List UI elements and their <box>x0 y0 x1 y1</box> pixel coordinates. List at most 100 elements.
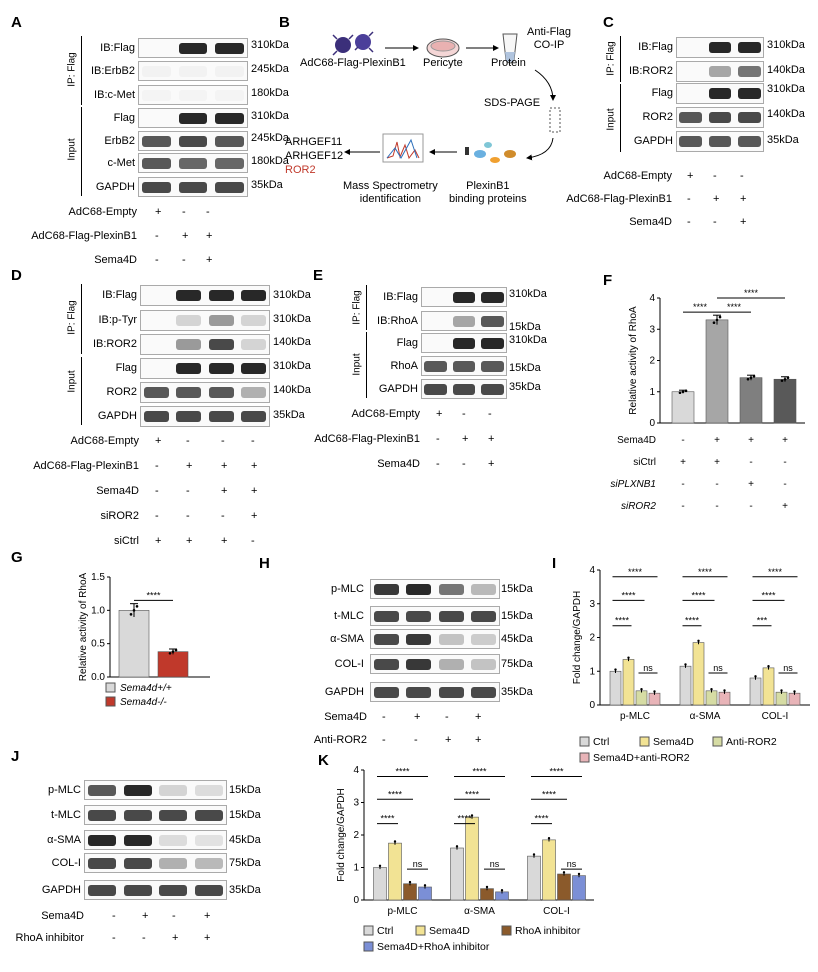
bar <box>762 667 775 706</box>
western-blot-strip <box>140 285 270 306</box>
data-point <box>678 391 682 394</box>
binding-proteins-label: PlexinB1 binding proteins <box>449 180 527 205</box>
data-point <box>712 321 716 324</box>
bar <box>527 855 541 901</box>
legend-swatch <box>579 736 590 747</box>
condition-sign: - <box>186 510 190 522</box>
panel-e-condition-label: AdC68-Flag-PlexinB1 <box>314 433 420 445</box>
band <box>438 633 464 645</box>
binding-proteins-icon <box>465 142 516 163</box>
band <box>438 658 464 670</box>
legend-swatch <box>363 925 374 936</box>
condition-sign: - <box>182 254 186 266</box>
band <box>142 89 171 101</box>
significance-label: **** <box>685 616 700 626</box>
condition-sign: - <box>186 485 190 497</box>
bar <box>775 691 788 706</box>
y-tick-label: 2 <box>589 633 595 644</box>
band <box>373 633 399 645</box>
blot-label: IB:ROR2 <box>628 65 673 77</box>
data-point <box>171 650 175 653</box>
data-point <box>780 379 784 383</box>
blot-label: Flag <box>115 362 137 374</box>
pericyte-dish-icon <box>426 38 460 58</box>
significance-label: ns <box>783 663 793 673</box>
band <box>471 610 497 622</box>
western-blot-strip <box>370 579 500 599</box>
legend-swatch <box>105 682 116 693</box>
legend-label: Anti-ROR2 <box>726 736 777 748</box>
data-point <box>500 889 504 892</box>
protein-label: Protein <box>491 57 526 69</box>
mw-marker: 310kDa <box>251 110 289 122</box>
condition-sign: + <box>782 501 788 512</box>
panelH-condition-label: Anti-ROR2 <box>313 734 367 746</box>
panel-d-condition-label: AdC68-Empty <box>70 435 139 447</box>
band <box>142 157 171 169</box>
significance-label: **** <box>457 814 472 824</box>
blot-label: t-MLC <box>334 610 364 622</box>
condition-sign: + <box>221 535 228 547</box>
condition-sign: + <box>475 734 482 746</box>
panel-letter: C <box>603 14 614 31</box>
input-label: Input <box>351 353 363 376</box>
band <box>123 857 152 869</box>
significance-label: *** <box>757 616 768 626</box>
y-tick-label: 0 <box>353 895 359 906</box>
condition-sign: - <box>715 479 718 490</box>
panel-e-condition-label: AdC68-Empty <box>351 408 420 420</box>
bar <box>622 659 635 706</box>
significance-label: **** <box>380 814 395 824</box>
band <box>176 362 202 375</box>
bracket-line <box>366 285 367 330</box>
band <box>708 65 732 78</box>
panel-a-condition-label: Sema4D <box>94 254 137 266</box>
data-point <box>614 668 617 671</box>
gel-icon <box>549 107 561 133</box>
y-tick-label: 4 <box>353 765 359 776</box>
significance-label: **** <box>727 302 742 312</box>
mw-marker: 310kDa <box>251 39 289 51</box>
mw-marker: 310kDa <box>273 289 311 301</box>
panel-letter: A <box>11 14 22 31</box>
band <box>87 784 116 796</box>
panel-letter: H <box>259 555 270 572</box>
band <box>438 686 464 698</box>
y-tick-label: 0.0 <box>91 672 105 683</box>
blot-label: GAPDH <box>633 135 673 147</box>
chart-k: 0 1 2 3 4 Fold change/GAPDH p-MLC **** **** **** n… <box>336 765 594 917</box>
significance-label: **** <box>628 567 643 577</box>
bar <box>692 642 705 706</box>
significance-label: **** <box>693 302 708 312</box>
legend-swatch <box>712 736 723 747</box>
condition-sign: - <box>251 535 255 547</box>
condition-sign: + <box>186 460 193 472</box>
significance-label: **** <box>761 590 776 600</box>
mw-marker: 35kDa <box>767 134 799 146</box>
mw-marker: 15kDa <box>229 784 261 796</box>
panel-letter: B <box>279 14 290 31</box>
bracket-line <box>81 284 82 354</box>
band <box>481 360 504 372</box>
mw-marker: 245kDa <box>251 63 289 75</box>
bracket-line <box>81 36 82 105</box>
condition-sign: + <box>488 433 495 445</box>
band <box>241 362 267 375</box>
panel-letter: J <box>11 748 20 765</box>
significance-label: ns <box>490 859 500 869</box>
significance-label: **** <box>698 567 713 577</box>
band <box>176 386 202 399</box>
panel-d-condition-label: Sema4D <box>96 485 139 497</box>
hit-label: ARHGEF12 <box>285 150 344 162</box>
bar <box>118 610 150 678</box>
band <box>737 111 761 124</box>
mw-marker: 310kDa <box>509 288 547 300</box>
bar <box>739 377 763 424</box>
mw-marker: 180kDa <box>251 87 289 99</box>
blot-label: ROR2 <box>642 111 673 123</box>
condition-sign: + <box>414 711 421 723</box>
condition-sign: - <box>172 910 176 922</box>
band <box>176 314 202 327</box>
data-point <box>640 687 643 691</box>
condition-sign: + <box>714 457 720 468</box>
